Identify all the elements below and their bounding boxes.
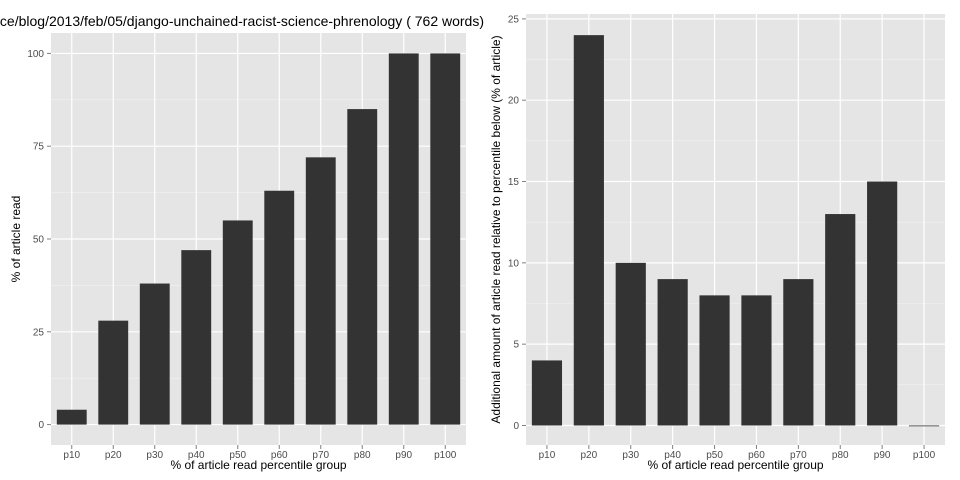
x-tick-label-p10: p10 (63, 450, 80, 461)
bar-p80 (825, 214, 856, 426)
bar-p50 (699, 295, 730, 426)
x-tick-label-p30: p30 (622, 450, 639, 461)
bar-p90 (867, 181, 898, 426)
x-tick-label-p50: p50 (706, 450, 723, 461)
bar-p10 (531, 360, 563, 426)
bar-p30 (615, 262, 646, 426)
bar-p50 (222, 220, 253, 425)
y-tick-label: 50 (33, 235, 45, 246)
x-tick-label-p70: p70 (312, 450, 329, 461)
y-tick-label: 75 (33, 142, 45, 153)
y-axis-title: Additional amount of article read relati… (489, 35, 503, 423)
bar-p70 (783, 279, 814, 426)
bar-p60 (741, 295, 772, 426)
x-tick-label-p50: p50 (229, 450, 246, 461)
bar-p20 (573, 35, 604, 426)
bar-p80 (347, 109, 378, 425)
bar-p70 (305, 157, 336, 425)
y-tick-label: 100 (27, 49, 44, 60)
bar-p40 (657, 279, 688, 426)
x-tick-label-p100: p100 (434, 450, 457, 461)
y-tick-label: 0 (38, 420, 44, 431)
bar-p30 (139, 283, 170, 425)
bar-p60 (264, 190, 295, 425)
x-tick-label-p60: p60 (271, 450, 288, 461)
x-tick-label-p80: p80 (832, 450, 849, 461)
x-tick-label-p70: p70 (790, 450, 807, 461)
x-tick-label-p10: p10 (539, 450, 556, 461)
x-tick-label-p40: p40 (664, 450, 681, 461)
bar-p10 (56, 409, 87, 425)
x-tick-label-p30: p30 (146, 450, 163, 461)
y-tick-label: 10 (508, 258, 520, 269)
y-tick-label: 25 (508, 14, 520, 25)
x-tick-label-p20: p20 (105, 450, 122, 461)
y-tick-label: 5 (513, 340, 519, 351)
x-tick-label-p80: p80 (354, 450, 371, 461)
bar-p20 (98, 320, 129, 425)
bar-p90 (388, 53, 419, 425)
x-axis-title: % of article read percentile group (170, 458, 346, 472)
x-tick-label-p20: p20 (581, 450, 598, 461)
y-tick-label: 20 (508, 96, 520, 107)
x-tick-label-p100: p100 (913, 450, 936, 461)
bar-p100 (430, 53, 461, 425)
y-axis-title: % of article read (9, 196, 23, 283)
bar-p100 (908, 425, 940, 427)
y-tick-label: 15 (508, 177, 520, 188)
x-axis-title: % of article read percentile group (647, 458, 823, 472)
x-tick-label-p90: p90 (395, 450, 412, 461)
chart-title: ce/blog/2013/feb/05/django-unchained-rac… (0, 13, 484, 29)
bar-p40 (181, 250, 212, 425)
y-tick-label: 0 (513, 421, 519, 432)
x-tick-label-p90: p90 (874, 450, 891, 461)
y-tick-label: 25 (33, 327, 45, 338)
x-tick-label-p40: p40 (188, 450, 205, 461)
x-tick-label-p60: p60 (748, 450, 765, 461)
